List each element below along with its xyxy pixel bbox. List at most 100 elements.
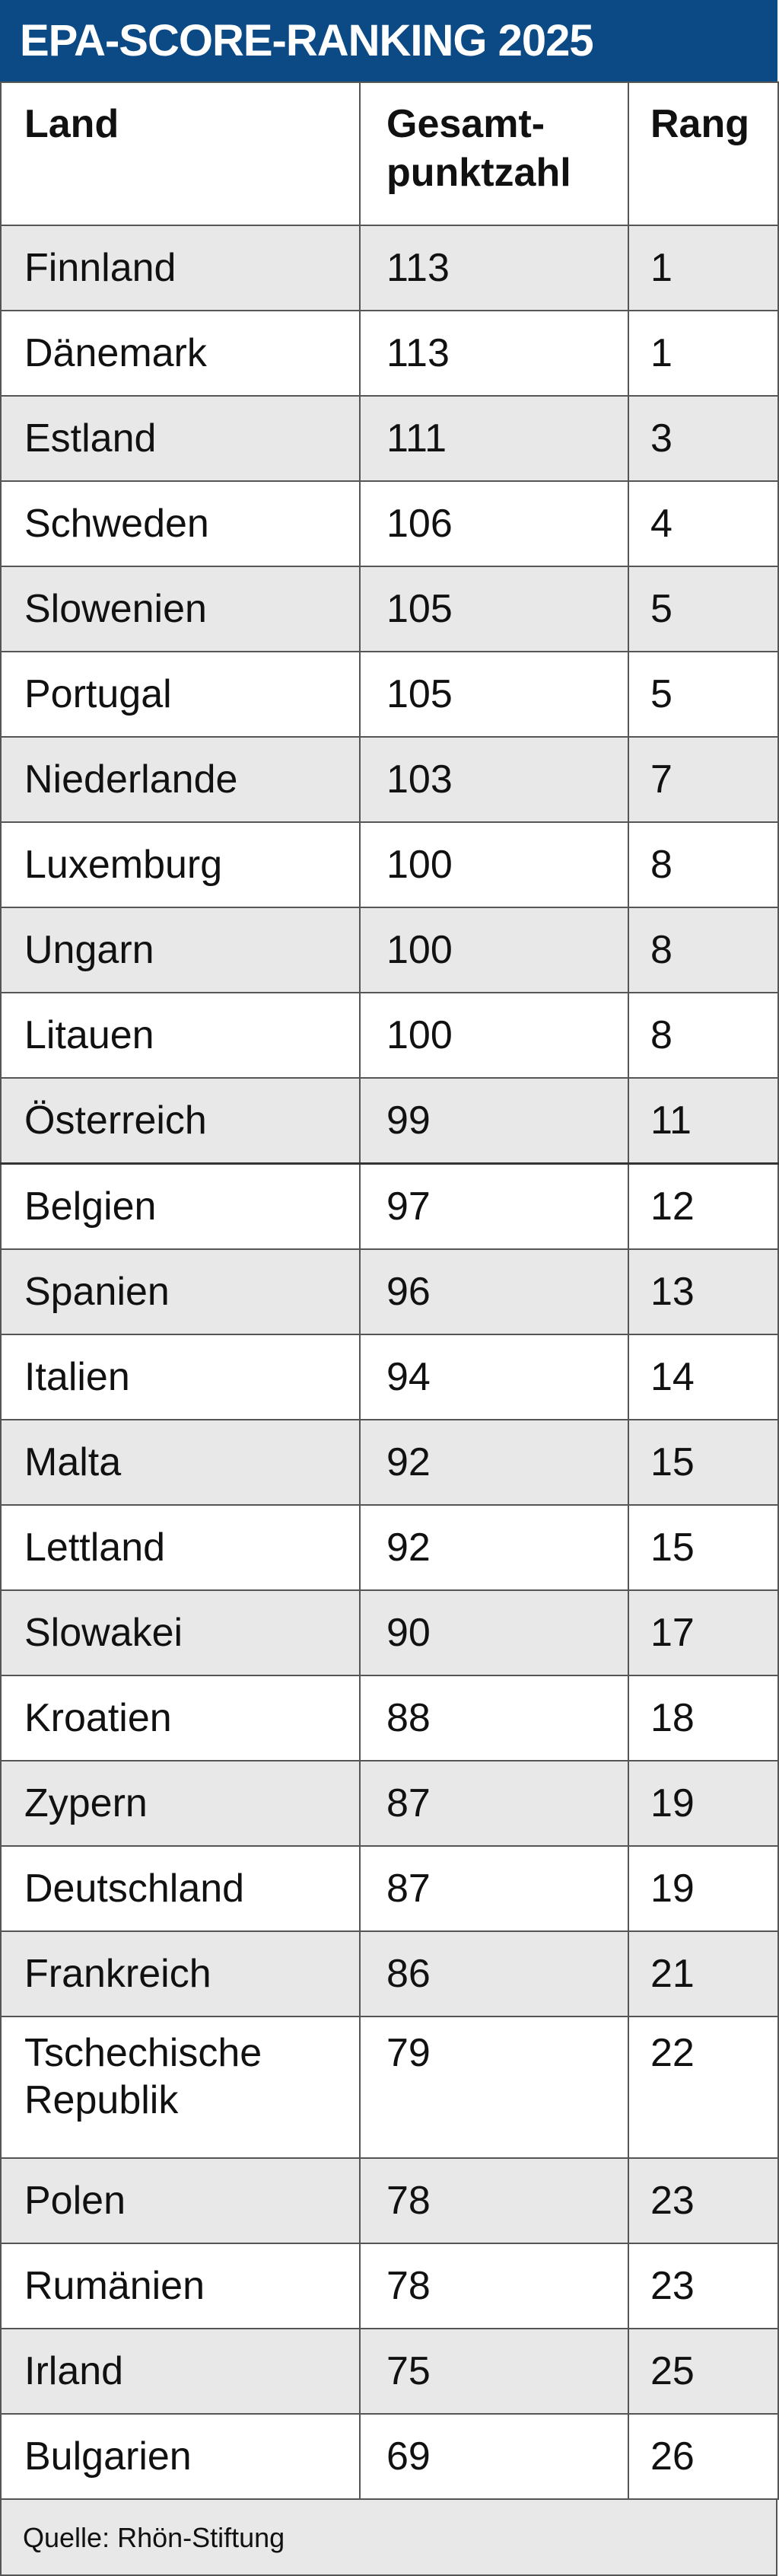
table-row: Slowenien 105 5 <box>0 566 779 652</box>
land-line1: Tschechische <box>24 2031 262 2075</box>
cell-score: 96 <box>359 1248 629 1335</box>
cell-rank: 5 <box>628 566 779 652</box>
cell-rank: 1 <box>628 225 779 311</box>
cell-score: 79 <box>359 2016 629 2159</box>
cell-land: Schweden <box>0 480 361 567</box>
cell-rank: 21 <box>628 1930 779 2017</box>
cell-rank: 19 <box>628 1760 779 1847</box>
cell-rank: 11 <box>628 1077 779 1165</box>
cell-score: 113 <box>359 310 629 397</box>
table-row: Italien 94 14 <box>0 1334 779 1420</box>
header-score: Gesamt-punktzahl <box>359 81 629 226</box>
cell-score: 92 <box>359 1419 629 1506</box>
cell-land: Litauen <box>0 992 361 1079</box>
cell-rank: 15 <box>628 1504 779 1591</box>
table-row: Niederlande 103 7 <box>0 736 779 823</box>
cell-score: 87 <box>359 1760 629 1847</box>
cell-land: Ungarn <box>0 907 361 993</box>
cell-rank: 8 <box>628 907 779 993</box>
cell-rank: 22 <box>628 2016 779 2159</box>
cell-score: 106 <box>359 480 629 567</box>
cell-rank: 17 <box>628 1589 779 1676</box>
table-row: Spanien 96 13 <box>0 1248 779 1335</box>
cell-land: Österreich <box>0 1077 361 1165</box>
header-score-line2: punktzahl <box>386 151 571 195</box>
cell-land: Portugal <box>0 651 361 738</box>
cell-land: Italien <box>0 1334 361 1420</box>
table-row: Belgien 97 12 <box>0 1162 779 1250</box>
cell-rank: 8 <box>628 821 779 908</box>
cell-score: 87 <box>359 1845 629 1932</box>
table-row: Estland 111 3 <box>0 395 779 482</box>
table-row: Schweden 106 4 <box>0 480 779 567</box>
cell-land: Belgien <box>0 1162 361 1250</box>
cell-rank: 25 <box>628 2328 779 2415</box>
cell-land: Kroatien <box>0 1675 361 1761</box>
cell-rank: 3 <box>628 395 779 482</box>
table-row: Luxemburg 100 8 <box>0 821 779 908</box>
table-row: Dänemark 113 1 <box>0 310 779 397</box>
cell-score: 86 <box>359 1930 629 2017</box>
ranking-table: Land Gesamt-punktzahl Rang Finnland 113 1 D… <box>0 81 779 2500</box>
table-row: Slowakei 90 17 <box>0 1589 779 1676</box>
table-row: Kroatien 88 18 <box>0 1675 779 1761</box>
source-note: Quelle: Rhön-Stiftung <box>0 2500 777 2576</box>
cell-rank: 23 <box>628 2243 779 2329</box>
cell-rank: 19 <box>628 1845 779 1932</box>
cell-rank: 15 <box>628 1419 779 1506</box>
cell-score: 100 <box>359 907 629 993</box>
table-row: Österreich 99 11 <box>0 1077 779 1165</box>
cell-land: Malta <box>0 1419 361 1506</box>
cell-score: 88 <box>359 1675 629 1761</box>
table-title: EPA-SCORE-RANKING 2025 <box>0 0 777 81</box>
table-row: Litauen 100 8 <box>0 992 779 1079</box>
cell-score: 75 <box>359 2328 629 2415</box>
cell-rank: 18 <box>628 1675 779 1761</box>
cell-rank: 14 <box>628 1334 779 1420</box>
cell-rank: 12 <box>628 1162 779 1250</box>
table-row: Tschechische Republik 79 22 <box>0 2016 779 2159</box>
header-rank: Rang <box>628 81 779 226</box>
cell-land: Rumänien <box>0 2243 361 2329</box>
table-row: Zypern 87 19 <box>0 1760 779 1847</box>
cell-score: 105 <box>359 566 629 652</box>
cell-land: Irland <box>0 2328 361 2415</box>
cell-land: Finnland <box>0 225 361 311</box>
table-row: Ungarn 100 8 <box>0 907 779 993</box>
cell-score: 113 <box>359 225 629 311</box>
cell-score: 99 <box>359 1077 629 1165</box>
cell-score: 78 <box>359 2243 629 2329</box>
cell-rank: 4 <box>628 480 779 567</box>
table-row: Lettland 92 15 <box>0 1504 779 1591</box>
table-row: Portugal 105 5 <box>0 651 779 738</box>
cell-land: Zypern <box>0 1760 361 1847</box>
cell-score: 90 <box>359 1589 629 1676</box>
header-land: Land <box>0 81 361 226</box>
header-score-line1: Gesamt- <box>386 102 545 146</box>
cell-rank: 7 <box>628 736 779 823</box>
table-row: Rumänien 78 23 <box>0 2243 779 2329</box>
cell-score: 105 <box>359 651 629 738</box>
cell-land: Tschechische Republik <box>0 2016 361 2159</box>
table-row: Deutschland 87 19 <box>0 1845 779 1932</box>
cell-rank: 1 <box>628 310 779 397</box>
table-row: Malta 92 15 <box>0 1419 779 1506</box>
cell-land: Niederlande <box>0 736 361 823</box>
cell-land: Spanien <box>0 1248 361 1335</box>
cell-land: Deutschland <box>0 1845 361 1932</box>
table-row: Finnland 113 1 <box>0 225 779 311</box>
cell-rank: 8 <box>628 992 779 1079</box>
table-row: Irland 75 25 <box>0 2328 779 2415</box>
cell-land: Slowakei <box>0 1589 361 1676</box>
cell-land: Dänemark <box>0 310 361 397</box>
cell-rank: 13 <box>628 1248 779 1335</box>
header-row: Land Gesamt-punktzahl Rang <box>0 81 779 226</box>
cell-land: Frankreich <box>0 1930 361 2017</box>
table-row: Polen 78 23 <box>0 2157 779 2244</box>
cell-score: 97 <box>359 1162 629 1250</box>
cell-rank: 26 <box>628 2413 779 2500</box>
cell-rank: 5 <box>628 651 779 738</box>
cell-land: Luxemburg <box>0 821 361 908</box>
cell-land: Polen <box>0 2157 361 2244</box>
